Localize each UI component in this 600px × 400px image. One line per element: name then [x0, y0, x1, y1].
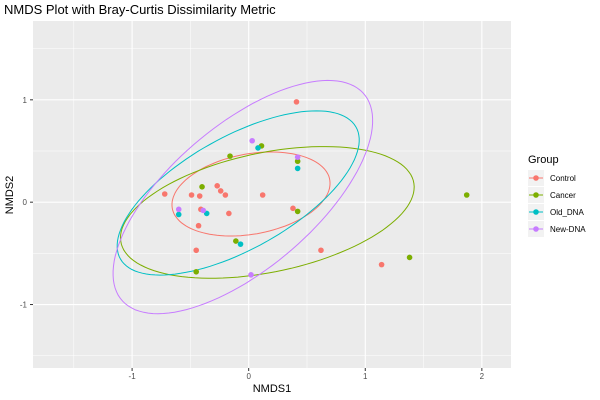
point-control: [195, 222, 202, 229]
point-new-dna: [175, 206, 182, 213]
point-control: [196, 193, 203, 199]
legend: Group Control Cancer Old_DNA New-DNA: [528, 154, 586, 237]
ellipse-new-dna: [112, 79, 374, 315]
legend-key-point: [533, 226, 539, 232]
legend-item-control: Control: [528, 170, 576, 186]
legend-label: Cancer: [550, 191, 576, 200]
point-new-dna: [248, 272, 254, 278]
point-old-dna: [294, 165, 301, 172]
data-points: [161, 99, 470, 278]
confidence-ellipses: [112, 79, 415, 315]
point-control: [259, 192, 266, 198]
ellipse-old-dna: [116, 110, 360, 276]
point-control: [214, 182, 221, 189]
y-tick-label: 1: [23, 96, 28, 105]
plot-panel: [33, 21, 511, 368]
legend-key-point: [533, 175, 539, 181]
grid: [33, 21, 511, 368]
point-old-dna: [175, 211, 182, 218]
x-tick-label: 0: [246, 372, 251, 381]
legend-item-old-dna: Old_DNA: [528, 204, 584, 220]
point-control: [193, 247, 200, 254]
point-cancer: [406, 254, 413, 261]
point-cancer: [199, 184, 205, 190]
y-axis-ticks: -1 0 1: [20, 96, 33, 310]
point-new-dna: [294, 154, 301, 160]
y-tick-label: -1: [20, 301, 28, 310]
point-old-dna: [255, 145, 261, 151]
point-cancer: [463, 192, 470, 198]
legend-item-new-dna: New-DNA: [528, 221, 586, 237]
legend-item-cancer: Cancer: [528, 187, 576, 203]
x-axis-title: NMDS1: [253, 383, 292, 395]
point-cancer: [193, 268, 200, 275]
point-cancer: [294, 158, 301, 165]
point-cancer: [233, 238, 239, 244]
legend-items: Control Cancer Old_DNA New-DNA: [528, 170, 586, 237]
ellipse-cancer: [119, 146, 415, 279]
x-tick-label: -1: [129, 372, 137, 381]
point-control: [378, 261, 385, 268]
point-control: [222, 192, 229, 198]
point-new-dna: [200, 207, 207, 214]
legend-key-point: [533, 209, 539, 215]
point-control: [188, 192, 195, 198]
point-new-dna: [249, 137, 255, 144]
y-axis-title: NMDS2: [4, 176, 16, 215]
legend-title: Group: [528, 154, 559, 166]
point-cancer: [227, 153, 233, 159]
point-control: [293, 99, 300, 105]
chart-title: NMDS Plot with Bray-Curtis Dissimilarity…: [4, 2, 276, 17]
point-control: [226, 210, 232, 217]
legend-label: Control: [550, 174, 576, 183]
point-old-dna: [237, 241, 244, 247]
point-cancer: [294, 208, 301, 215]
point-control: [217, 188, 224, 194]
legend-label: Old_DNA: [550, 208, 584, 217]
legend-key-point: [533, 192, 539, 198]
point-control: [318, 247, 324, 254]
y-tick-label: 0: [23, 198, 28, 207]
x-tick-label: 2: [480, 372, 485, 381]
point-control: [161, 191, 168, 197]
ellipse-control: [171, 151, 331, 237]
point-control: [290, 205, 296, 212]
legend-label: New-DNA: [550, 225, 586, 234]
x-axis-ticks: -1 0 1 2: [129, 368, 485, 381]
x-tick-label: 1: [363, 372, 368, 381]
